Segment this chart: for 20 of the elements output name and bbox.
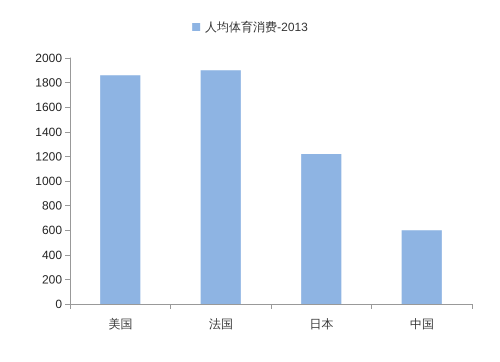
y-tick-label: 200 [42,272,62,286]
x-tick-label: 日本 [309,317,334,331]
y-tick-label: 1800 [35,76,62,90]
y-tick-label: 400 [42,248,62,262]
y-tick-label: 800 [42,198,62,213]
x-tick-label: 美国 [108,317,132,331]
y-tick-label: 0 [55,297,62,311]
bar [402,230,442,304]
bar [100,75,140,304]
y-tick-label: 1200 [35,149,62,164]
y-tick-label: 1400 [35,124,62,139]
y-tick-label: 1600 [35,100,62,114]
y-tick-label: 1000 [35,174,62,188]
y-tick-label: 2000 [35,51,62,65]
bar [200,70,241,304]
x-tick-label: 中国 [410,317,434,331]
y-tick-label: 600 [42,223,62,238]
x-tick-label: 法国 [208,317,233,331]
bar [301,154,342,304]
legend-label: 人均体育消费-2013 [205,20,308,34]
